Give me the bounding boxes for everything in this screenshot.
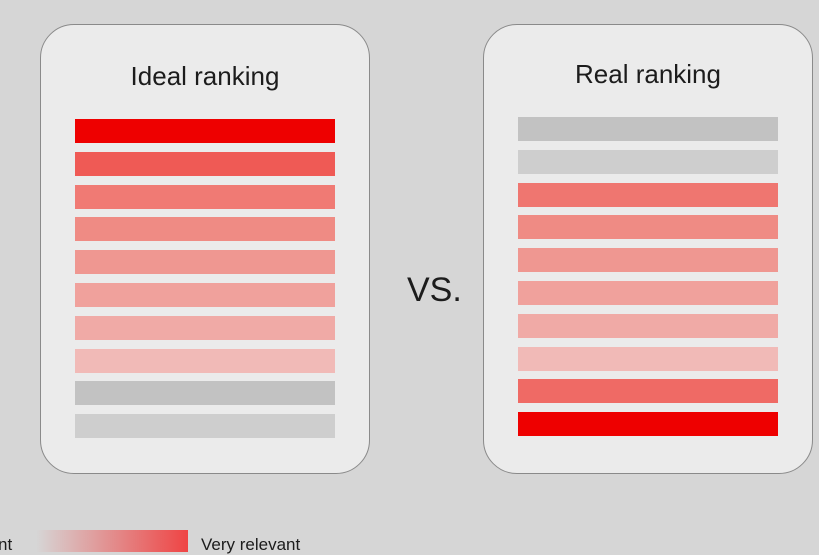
ideal-ranking-row <box>75 184 335 209</box>
real-ranking-row <box>518 182 778 207</box>
real-ranking-title: Real ranking <box>575 59 721 89</box>
ideal-ranking-row <box>75 348 335 373</box>
ideal-ranking-panel: Ideal ranking <box>40 24 370 474</box>
real-ranking-row <box>518 412 778 437</box>
ideal-ranking-row <box>75 315 335 340</box>
ideal-ranking-row <box>75 414 335 439</box>
ideal-ranking-row <box>75 250 335 275</box>
legend-gradient-bar <box>36 530 188 552</box>
real-ranking-row <box>518 215 778 240</box>
ideal-ranking-row <box>75 282 335 307</box>
real-ranking-row <box>518 280 778 305</box>
legend-high-label: Very relevant <box>201 535 301 554</box>
ideal-ranking-row <box>75 217 335 242</box>
legend-low-label: nt <box>0 535 13 554</box>
ideal-ranking-list <box>75 119 335 447</box>
ideal-ranking-title: Ideal ranking <box>130 61 280 91</box>
real-ranking-row <box>518 346 778 371</box>
relevance-legend: nt Very relevant <box>0 527 819 554</box>
real-ranking-panel: Real ranking <box>483 24 813 474</box>
comparison-label: VS. <box>407 271 462 309</box>
real-ranking-row <box>518 313 778 338</box>
real-ranking-row <box>518 117 778 141</box>
real-ranking-row <box>518 248 778 273</box>
ideal-ranking-row <box>75 119 335 143</box>
real-ranking-row <box>518 149 778 174</box>
ideal-ranking-row <box>75 151 335 176</box>
ideal-ranking-row <box>75 381 335 406</box>
real-ranking-row <box>518 379 778 404</box>
real-ranking-list <box>518 117 778 445</box>
